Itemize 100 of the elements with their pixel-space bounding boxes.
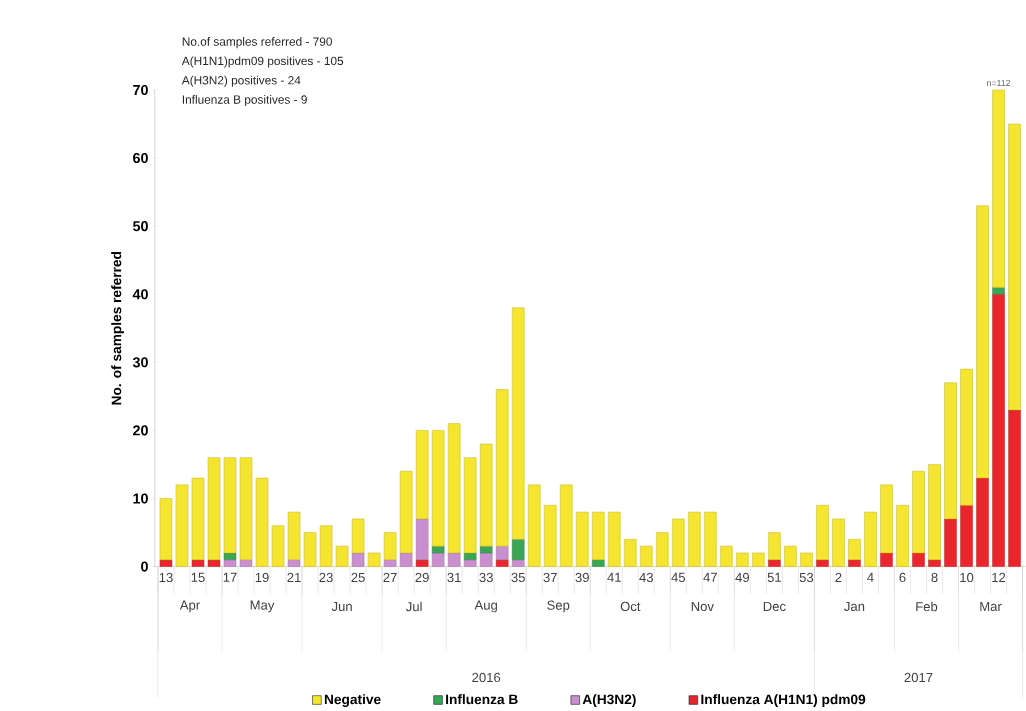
bar: [287, 559, 301, 567]
bar: [928, 559, 941, 567]
bar: [992, 89, 1005, 288]
bar: [495, 389, 509, 547]
bar: [800, 552, 813, 567]
bar: [495, 559, 509, 567]
bar: [191, 477, 205, 561]
x-tick-label: 8: [931, 572, 938, 583]
x-tick-label: 47: [703, 572, 717, 582]
bar: [415, 430, 429, 520]
y-tick-label: 20: [133, 425, 148, 436]
bar: [495, 545, 509, 561]
bar: [415, 518, 429, 561]
x-tick-label: 19: [255, 572, 269, 583]
x-tick-label: 51: [767, 572, 782, 583]
legend-label: Negative: [324, 694, 381, 708]
bar: [255, 477, 269, 567]
bar: [848, 539, 861, 561]
y-tick-label: 70: [133, 84, 148, 96]
bar: [527, 484, 541, 567]
x-tick-label: 21: [287, 572, 301, 583]
legend-label: Influenza A(H1N1) pdm09: [701, 694, 866, 707]
x-tick-label: 37: [543, 572, 557, 583]
bar: [511, 539, 525, 561]
bar: [960, 505, 973, 567]
text: Jan: [844, 601, 865, 612]
bar: [351, 552, 365, 567]
annotation: Influenza B positives - 9: [182, 95, 307, 107]
bar: [864, 511, 877, 567]
bar: [784, 545, 797, 567]
bar: [223, 457, 237, 554]
bar: [912, 471, 925, 554]
text: 2016: [472, 672, 501, 683]
bar: [415, 559, 429, 567]
x-tick-label: 10: [960, 572, 974, 583]
text: Oct: [620, 601, 641, 612]
bar: [463, 559, 477, 567]
text: Aug: [474, 600, 497, 613]
bar: [367, 552, 381, 567]
y-tick-label: 10: [133, 493, 148, 504]
bar: [399, 552, 413, 567]
bar: [207, 559, 221, 567]
bar: [175, 484, 189, 567]
legend-label: Influenza B: [446, 694, 518, 705]
text: A(H3N2) positives - 24: [181, 75, 301, 87]
text: Feb: [916, 601, 938, 612]
x-tick-label: 12: [992, 572, 1006, 583]
bar: [768, 559, 781, 567]
x-tick-label: 27: [383, 572, 397, 583]
bar: [816, 559, 829, 567]
text: Mar: [980, 601, 1002, 612]
bar: [768, 532, 781, 561]
bar: [239, 559, 253, 567]
bar: [880, 552, 893, 567]
bar: [960, 368, 973, 506]
x-tick-label: 2: [835, 572, 842, 583]
annotation: n=112: [987, 79, 1011, 87]
bar: [880, 484, 893, 554]
bar: [159, 498, 173, 561]
x-tick-label: 13: [159, 572, 173, 583]
y-tick-label: 50: [132, 221, 148, 232]
bar: [848, 559, 861, 567]
bar: [271, 525, 285, 567]
bar: [335, 545, 349, 567]
x-tick-label: 35: [511, 572, 525, 583]
bar: [511, 307, 525, 540]
bar: [912, 552, 925, 567]
x-tick-label: 49: [735, 572, 749, 583]
bar: [479, 552, 493, 567]
bar: [223, 559, 237, 567]
x-tick-label: 45: [671, 572, 686, 583]
bar: [431, 545, 445, 554]
x-tick-label: 43: [639, 572, 653, 583]
bar: [1008, 123, 1021, 411]
text: No.of samples referred - 790: [182, 37, 332, 49]
bar: [672, 518, 685, 567]
y-tick-label: 40: [132, 289, 148, 300]
bar: [319, 525, 333, 567]
x-tick-label: 53: [799, 572, 814, 583]
bar: [447, 552, 461, 567]
bar: [944, 382, 957, 520]
bar: [704, 511, 717, 567]
bar: [816, 505, 829, 561]
bar: [383, 532, 397, 561]
bar: [736, 552, 749, 567]
y-tick-label: 60: [133, 153, 148, 164]
bar: [576, 511, 589, 567]
x-tick-label: 17: [223, 572, 237, 582]
bar: [976, 477, 989, 567]
bar: [1008, 409, 1021, 567]
bar: [431, 552, 445, 567]
bar: [159, 559, 173, 567]
bar: [207, 457, 221, 561]
bar: [287, 511, 301, 561]
bar: [832, 518, 845, 567]
text: Apr: [179, 600, 200, 613]
bar: [543, 505, 557, 567]
x-tick-label: 31: [447, 572, 461, 583]
text: Jul: [405, 601, 422, 612]
bar: [479, 443, 493, 547]
